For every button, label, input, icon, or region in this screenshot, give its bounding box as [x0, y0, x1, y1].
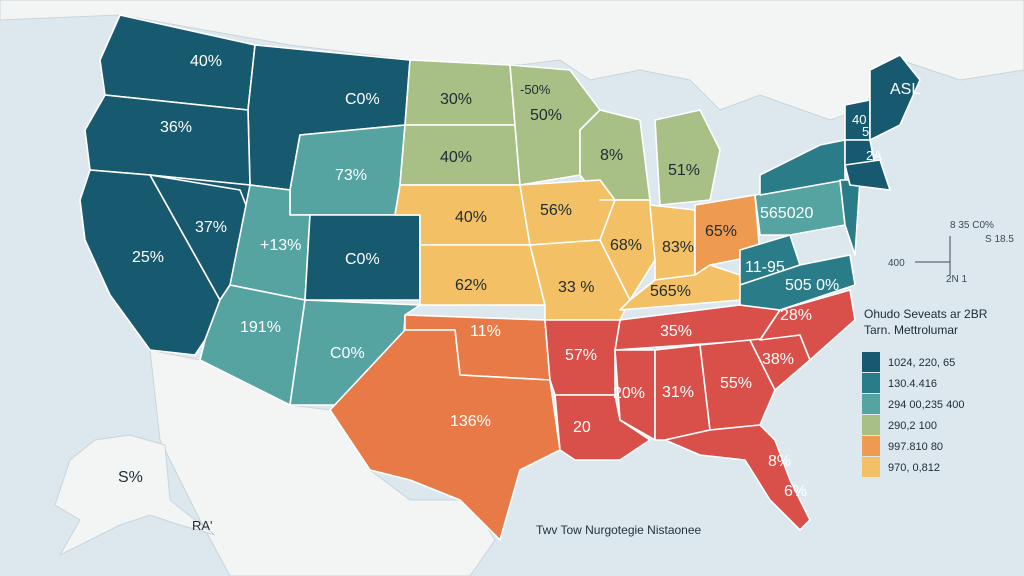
label-sc: 38% [762, 351, 794, 368]
label-ne: 40% [455, 209, 487, 226]
label-ok: 11% [470, 323, 501, 340]
legend-subtitle: Tarn. Mettrolumar [864, 323, 958, 337]
label-az: 191% [240, 319, 281, 336]
label-tx: 136% [450, 413, 491, 430]
region-fl [664, 424, 811, 531]
region-mi [654, 109, 721, 206]
region-me [869, 54, 921, 141]
label-fl: 8% [768, 453, 791, 470]
legend-label: 970, 0,812 [888, 462, 940, 474]
label-nd: 30% [440, 91, 472, 108]
label-ga: 55% [720, 375, 752, 392]
label-sd: 40% [440, 149, 472, 166]
label-mi: 51% [668, 162, 700, 179]
legend-swatch [862, 373, 880, 393]
legend-swatch [862, 352, 880, 372]
label-ak: S% [118, 469, 143, 486]
label-wi: 8% [600, 147, 623, 164]
label-ar: 57% [565, 347, 597, 364]
label-nv: 37% [195, 219, 227, 236]
legend-swatch [862, 394, 880, 414]
label-ia: 56% [540, 202, 572, 219]
label-ut: +13% [260, 237, 301, 254]
side-note-3: 400 [888, 258, 905, 269]
alaska-tag: RA' [192, 518, 213, 533]
side-note-4: 2N 1 [946, 274, 968, 285]
label-nm: C0% [330, 345, 365, 362]
label-il: 68% [610, 237, 642, 254]
label-ms: 20% [613, 385, 645, 402]
legend-label: 130.4.416 [888, 378, 937, 390]
label-or: 36% [160, 119, 192, 136]
label-fl-south: 6% [784, 483, 807, 500]
region-tx [329, 329, 561, 541]
label-ks: 62% [455, 277, 487, 294]
label-nc: 28% [780, 307, 812, 324]
map-caption: Twv Tow Nurgotegie Nistaonee [536, 523, 702, 537]
label-ma: 2A [866, 148, 882, 163]
label-vt: 40 [852, 112, 866, 127]
region-la [554, 394, 651, 461]
label-mo: 33 % [558, 279, 594, 296]
label-oh: 65% [705, 223, 737, 240]
canada-landmass [0, 0, 1024, 121]
label-wa: 40% [190, 53, 222, 70]
label-me: ASL [890, 81, 920, 98]
label-la: 20 [573, 419, 591, 436]
label-wv: 11-95 [745, 259, 785, 276]
alaska-landmass [54, 434, 216, 557]
legend-swatch [862, 415, 880, 435]
region-va [739, 254, 856, 311]
legend-label: 997.810 80 [888, 441, 943, 453]
label-co: C0% [345, 251, 380, 268]
label-ca: 25% [132, 249, 164, 266]
label-va: 505 0% [785, 277, 839, 294]
region-ky [619, 264, 741, 311]
region-ks [419, 244, 546, 306]
label-tn: 35% [660, 323, 692, 340]
legend-label: 1024, 220, 65 [888, 357, 955, 369]
legend-label: 290,2 100 [888, 420, 937, 432]
label-pa: 565020 [760, 205, 813, 222]
legend-swatch [862, 457, 880, 477]
side-note-1: 8 35 C0% [950, 220, 994, 231]
label-nh: 5 [862, 124, 869, 139]
label-ky: 565% [650, 283, 691, 300]
legend-label: 294 00,235 400 [888, 399, 964, 411]
region-ga [699, 339, 776, 431]
label-al: 31% [662, 384, 694, 401]
label-mn: 50% [530, 107, 562, 124]
legend: Ohudo Seveats ar 2BR Tarn. Mettrolumar 1… [862, 307, 988, 477]
legend-title: Ohudo Seveats ar 2BR [864, 307, 988, 321]
label-id: C0% [345, 91, 380, 108]
legend-swatch [862, 436, 880, 456]
label-mn-top: -50% [520, 82, 551, 97]
label-in: 83% [662, 239, 694, 256]
label-wy: 73% [335, 167, 367, 184]
region-ma [844, 159, 891, 191]
side-note-2: S 18.5 [985, 234, 1014, 245]
